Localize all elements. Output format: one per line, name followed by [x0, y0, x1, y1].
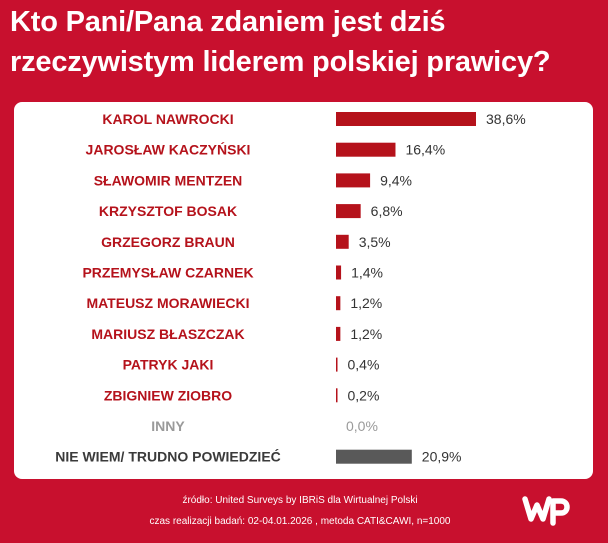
bar — [336, 204, 361, 219]
bar — [336, 388, 338, 403]
category-label: SŁAWOMIR MENTZEN — [94, 172, 243, 188]
title-line-2: rzeczywistym liderem polskiej prawicy? — [10, 46, 551, 78]
category-label: INNY — [151, 418, 185, 434]
value-label: 6,8% — [371, 203, 403, 219]
value-label: 9,4% — [380, 172, 412, 188]
value-label: 0,0% — [346, 418, 378, 434]
value-label: 1,4% — [351, 265, 383, 281]
value-label: 1,2% — [350, 295, 382, 311]
value-label: 38,6% — [486, 111, 526, 127]
value-label: 0,4% — [348, 357, 380, 373]
title-line-1: Kto Pani/Pana zdaniem jest dziś — [10, 6, 446, 38]
category-label: KAROL NAWROCKI — [102, 111, 233, 127]
wp-logo-icon — [522, 496, 570, 526]
value-label: 0,2% — [348, 387, 380, 403]
bar — [336, 142, 396, 157]
bar — [336, 449, 412, 464]
value-label: 3,5% — [359, 234, 391, 250]
value-label: 16,4% — [405, 142, 445, 158]
category-label: PATRYK JAKI — [123, 357, 214, 373]
category-label: PRZEMYSŁAW CZARNEK — [82, 265, 253, 281]
category-label: GRZEGORZ BRAUN — [101, 234, 235, 250]
category-label: MATEUSZ MORAWIECKI — [86, 295, 249, 311]
source-note: źródło: United Surveys by IBRiS dla Wirt… — [182, 495, 418, 506]
page-title: Kto Pani/Pana zdaniem jest dziś rzeczywi… — [10, 2, 600, 82]
category-label: NIE WIEM/ TRUDNO POWIEDZIEĆ — [55, 448, 281, 465]
bar — [336, 296, 341, 311]
category-label: JAROSŁAW KACZYŃSKI — [86, 142, 251, 158]
category-label: MARIUSZ BŁASZCZAK — [91, 326, 244, 342]
value-label: 1,2% — [350, 326, 382, 342]
bar — [336, 357, 338, 372]
bar — [336, 265, 342, 280]
bar — [336, 234, 349, 249]
method-note: czas realizacji badań: 02-04.01.2026 , m… — [149, 516, 451, 527]
bar-chart: KAROL NAWROCKI 38,6% JAROSŁAW KACZYŃSKI 16,… — [55, 111, 526, 465]
category-label: ZBIGNIEW ZIOBRO — [104, 387, 232, 403]
bar — [336, 112, 476, 126]
category-label: KRZYSZTOF BOSAK — [99, 203, 237, 219]
value-label: 20,9% — [422, 449, 462, 465]
bar — [336, 173, 371, 188]
chart-panel: KAROL NAWROCKI 38,6% JAROSŁAW KACZYŃSKI 16,… — [14, 102, 593, 479]
bar — [336, 326, 341, 341]
